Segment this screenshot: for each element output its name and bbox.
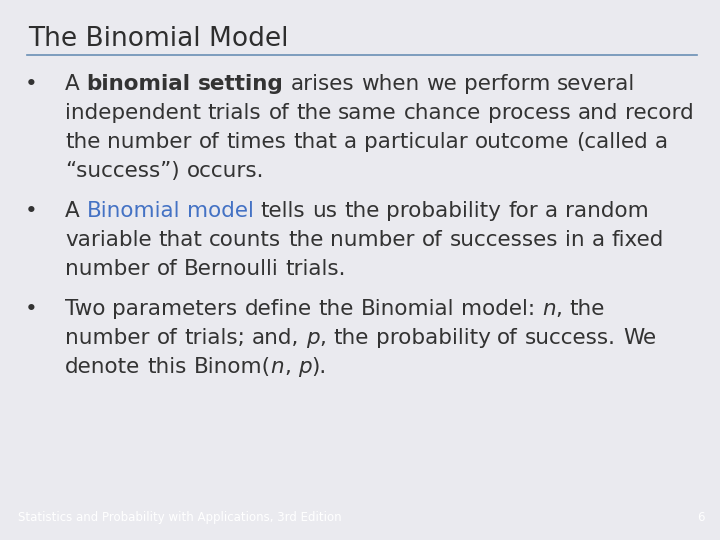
Text: random: random	[564, 201, 649, 221]
Text: •: •	[25, 75, 37, 94]
Text: ,: ,	[320, 328, 326, 348]
Text: record: record	[625, 103, 693, 123]
Text: several: several	[557, 75, 636, 94]
Text: us: us	[312, 201, 337, 221]
Text: that: that	[293, 132, 337, 152]
Text: number: number	[65, 328, 150, 348]
Text: We: We	[623, 328, 656, 348]
Text: setting: setting	[198, 75, 284, 94]
Text: a: a	[591, 231, 605, 251]
Text: the: the	[296, 103, 331, 123]
Text: 6: 6	[697, 510, 704, 524]
Text: of: of	[269, 103, 289, 123]
Text: A: A	[65, 201, 80, 221]
Text: particular: particular	[364, 132, 467, 152]
Text: tells: tells	[261, 201, 305, 221]
Text: successes: successes	[449, 231, 558, 251]
Text: number: number	[107, 132, 192, 152]
Text: trials;: trials;	[184, 328, 245, 348]
Text: outcome: outcome	[474, 132, 569, 152]
Text: Binomial: Binomial	[86, 201, 180, 221]
Text: Statistics and Probability with Applications, 3rd Edition: Statistics and Probability with Applicat…	[18, 510, 341, 524]
Text: we: we	[426, 75, 457, 94]
Text: (called: (called	[576, 132, 647, 152]
Text: probability: probability	[376, 328, 490, 348]
Text: trials.: trials.	[286, 259, 346, 279]
Text: a: a	[545, 201, 558, 221]
Text: success.: success.	[525, 328, 616, 348]
Text: ,: ,	[284, 357, 291, 377]
Text: independent: independent	[65, 103, 201, 123]
Text: probability: probability	[387, 201, 501, 221]
Text: a: a	[654, 132, 667, 152]
Text: times: times	[226, 132, 286, 152]
Text: of: of	[422, 231, 443, 251]
Text: arises: arises	[291, 75, 354, 94]
Text: •: •	[25, 299, 37, 319]
Text: the: the	[318, 299, 354, 319]
Text: in: in	[565, 231, 585, 251]
Text: p: p	[306, 328, 320, 348]
Text: Binom(: Binom(	[194, 357, 271, 377]
Text: counts: counts	[210, 231, 282, 251]
Text: trials: trials	[208, 103, 261, 123]
Text: denote: denote	[65, 357, 140, 377]
Text: parameters: parameters	[112, 299, 238, 319]
Text: ).: ).	[311, 357, 327, 377]
Text: process: process	[488, 103, 571, 123]
Text: n: n	[542, 299, 556, 319]
Text: of: of	[156, 259, 177, 279]
Text: n: n	[271, 357, 284, 377]
Text: for: for	[508, 201, 538, 221]
Text: “success”): “success”)	[65, 161, 179, 181]
Text: of: of	[156, 328, 177, 348]
Text: this: this	[147, 357, 186, 377]
Text: binomial: binomial	[86, 75, 191, 94]
Text: The Binomial Model: The Binomial Model	[28, 26, 289, 52]
Text: chance: chance	[404, 103, 481, 123]
Text: same: same	[338, 103, 397, 123]
Text: define: define	[244, 299, 312, 319]
Text: A: A	[65, 75, 80, 94]
Text: Bernoulli: Bernoulli	[184, 259, 279, 279]
Text: ,: ,	[556, 299, 562, 319]
Text: when: when	[361, 75, 420, 94]
Text: number: number	[330, 231, 415, 251]
Text: occurs.: occurs.	[186, 161, 264, 181]
Text: p: p	[298, 357, 311, 377]
Text: Binomial: Binomial	[361, 299, 454, 319]
Text: of: of	[498, 328, 518, 348]
Text: model:: model:	[461, 299, 535, 319]
Text: the: the	[570, 299, 605, 319]
Text: the: the	[65, 132, 100, 152]
Text: variable: variable	[65, 231, 152, 251]
Text: the: the	[333, 328, 369, 348]
Text: and,: and,	[252, 328, 299, 348]
Text: model: model	[187, 201, 254, 221]
Text: perform: perform	[464, 75, 550, 94]
Text: Two: Two	[65, 299, 106, 319]
Text: the: the	[288, 231, 323, 251]
Text: of: of	[199, 132, 220, 152]
Text: number: number	[65, 259, 150, 279]
Text: a: a	[343, 132, 357, 152]
Text: •: •	[25, 201, 37, 221]
Text: the: the	[344, 201, 379, 221]
Text: that: that	[158, 231, 202, 251]
Text: fixed: fixed	[611, 231, 664, 251]
Text: and: and	[577, 103, 618, 123]
